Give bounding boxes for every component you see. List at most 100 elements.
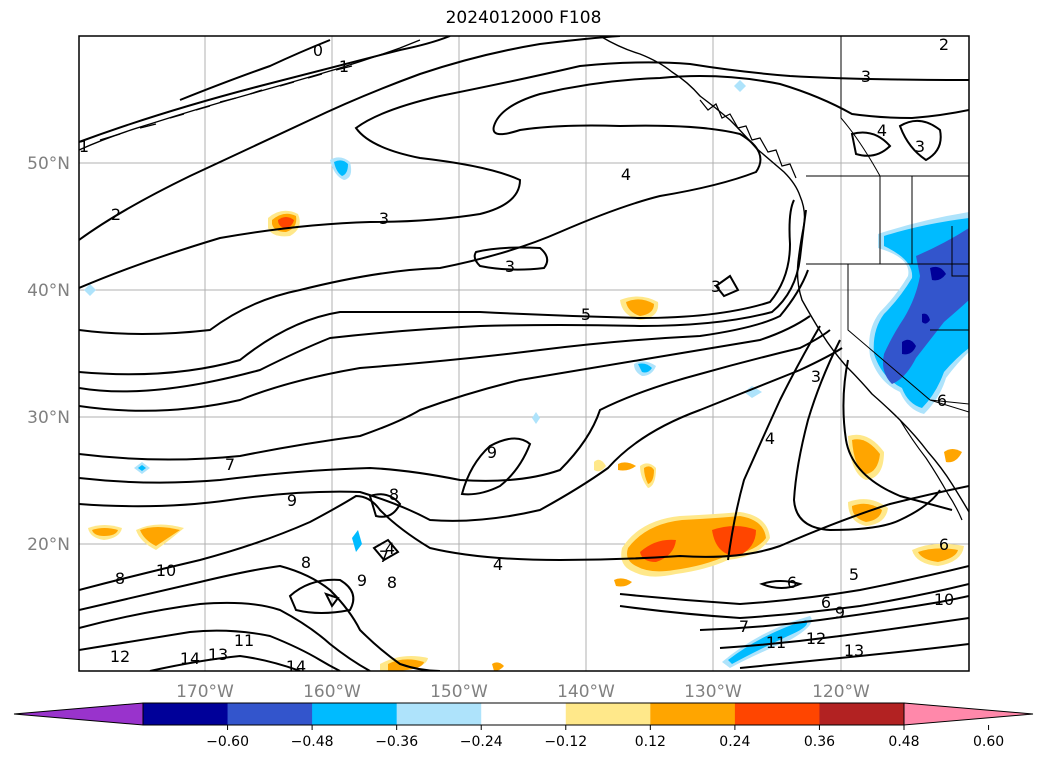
contours: [79, 36, 969, 671]
shade-orange-19n-e-core: [918, 548, 958, 562]
shade-red-core: [278, 217, 294, 228]
colorbar-extend-high: [903, 702, 1034, 726]
border-mexico: [929, 399, 969, 413]
border-state-e: [911, 176, 969, 277]
contour-label: 7: [379, 547, 389, 566]
contour-label: 0: [313, 41, 323, 60]
contour-label: 6: [937, 391, 947, 410]
contour-label: 9: [287, 491, 297, 510]
contour-5: [79, 199, 795, 376]
contour-label: 7: [739, 617, 749, 636]
colorbar-tick-label: 0.12: [635, 734, 666, 750]
contour-3-closed: [473, 246, 549, 271]
contour-label: 4: [621, 165, 631, 184]
contour-label: 10: [156, 561, 176, 580]
shade-blue-small-f: [352, 530, 362, 552]
shade-orange-21n-w2-core: [140, 527, 180, 546]
contour-13-east: [739, 643, 969, 669]
contour-label: 9: [835, 603, 845, 622]
colorbar-tick-label: −0.60: [206, 734, 249, 750]
contour-7: [79, 315, 811, 461]
colorbar-swatch: [734, 703, 820, 725]
shade-orange-28n-b-core: [644, 466, 654, 484]
shade-orange-40n-core: [626, 299, 654, 316]
contour-label: 3: [915, 137, 925, 156]
contour-label: 13: [208, 645, 228, 664]
colorbar-tick-label: −0.12: [544, 734, 587, 750]
contour-label: 12: [110, 647, 130, 666]
contour-small-c: [714, 274, 740, 298]
colorbar-swatch: [565, 703, 651, 725]
shade-orange-21n-w-core: [92, 528, 118, 536]
contour-6: [79, 269, 809, 412]
contour-label: 4: [385, 539, 395, 558]
contour-8: [79, 329, 831, 484]
shade-navy-conus-a: [930, 266, 946, 281]
colorbar-frame: [142, 702, 905, 726]
contour-1: [79, 36, 451, 143]
contour-label: 11: [766, 633, 786, 652]
map-frame: [78, 35, 970, 672]
border-states-c: [847, 264, 969, 405]
contour-label: 5: [581, 305, 591, 324]
shade-blue-small-d: [734, 80, 746, 92]
contour-label: 6: [821, 593, 831, 612]
contour-label: 14: [286, 657, 306, 676]
contour-label: 13: [844, 641, 864, 660]
contour-label: 8: [115, 569, 125, 588]
contour-label: 3: [811, 367, 821, 386]
lat-label-20n: 20°N: [27, 535, 70, 555]
contour-2-south: [842, 359, 953, 511]
contour-small-b: [372, 538, 400, 562]
shaded-anomalies: [84, 80, 969, 671]
contour-9: [79, 347, 843, 522]
colorbar: [13, 702, 1034, 726]
contour-8-closed-a: [288, 578, 355, 614]
contour-label: 3: [379, 209, 389, 228]
colorbar-tick-label: 0.48: [888, 734, 919, 750]
contour-3-ring: [850, 131, 892, 157]
contour-label: 9: [487, 443, 497, 462]
shade-navy-conus-c: [922, 313, 930, 324]
contour-3-south: [792, 339, 941, 532]
colorbar-swatch: [227, 703, 313, 725]
coast-aleutians: [99, 65, 353, 141]
lon-label-120w: 120°W: [812, 682, 870, 702]
coast-bc-islands: [699, 99, 797, 179]
coastlines: [79, 36, 969, 521]
contour-10: [79, 485, 969, 591]
shade-cyan-16n-e: [728, 620, 808, 664]
contour-9-closed-a: [368, 493, 402, 518]
contour-2-north: [79, 36, 621, 241]
shade-orange-28n-e: [944, 449, 962, 463]
contour-label: 5: [849, 565, 859, 584]
map-title: 2024012000 F108: [445, 8, 602, 28]
contour-5b: [79, 209, 807, 393]
contour-label: 11: [234, 631, 254, 650]
contour-label: 1: [79, 137, 89, 156]
colorbar-tick-label: −0.48: [291, 734, 334, 750]
lat-label-40n: 40°N: [27, 281, 70, 301]
lat-label-50n: 50°N: [27, 154, 70, 174]
contour-label: 7: [225, 455, 235, 474]
contour-label: 9: [357, 571, 367, 590]
lat-label-30n: 30°N: [27, 408, 70, 428]
shade-red-20n-b: [712, 526, 756, 556]
shade-cyan-50n: [334, 160, 348, 176]
contour-4-ring: [898, 119, 942, 162]
contour-label: 1: [339, 57, 349, 76]
colorbar-swatch: [650, 703, 736, 725]
contour-label: 4: [765, 429, 775, 448]
contour-6-small: [759, 580, 803, 589]
colorbar-tick-label: 0.60: [973, 734, 1004, 750]
contour-10-east: [699, 595, 969, 631]
contour-label: 8: [301, 553, 311, 572]
contour-3-north: [79, 61, 969, 289]
shade-red-20n-a: [640, 539, 676, 562]
shade-navy-conus-b: [902, 339, 916, 355]
contour-label: 12: [806, 629, 826, 648]
border-canada-prov: [840, 36, 881, 177]
coast-baja: [899, 419, 963, 521]
contour-4: [79, 75, 969, 335]
contour-4-south: [727, 325, 821, 561]
